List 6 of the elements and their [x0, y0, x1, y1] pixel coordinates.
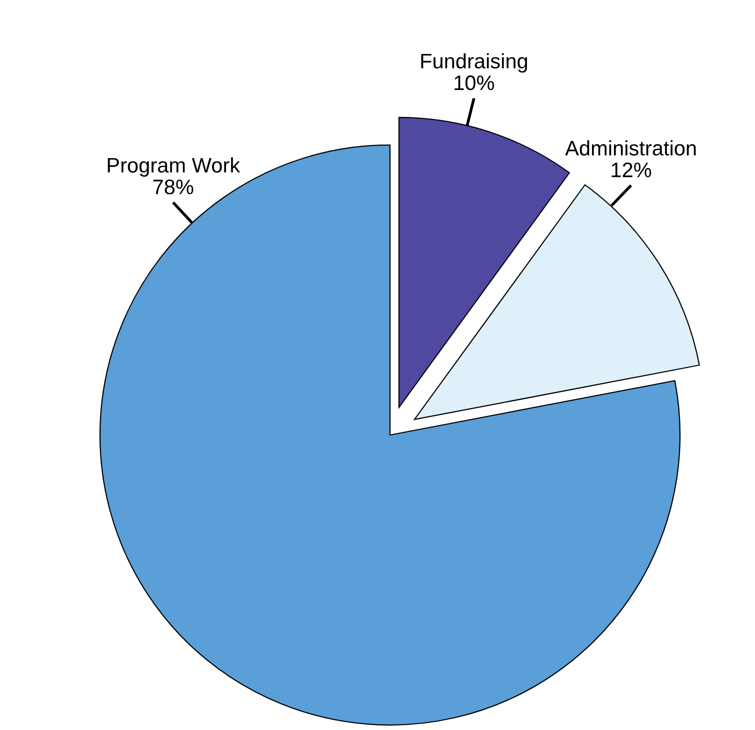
slice-label: Program Work: [108, 157, 240, 177]
slice-label: Fundraising: [421, 53, 528, 73]
data-label: 12%: [612, 162, 652, 178]
data-label: 78%: [153, 180, 194, 194]
data-label: 10%: [454, 75, 494, 90]
slice-label: Administration: [565, 140, 696, 156]
